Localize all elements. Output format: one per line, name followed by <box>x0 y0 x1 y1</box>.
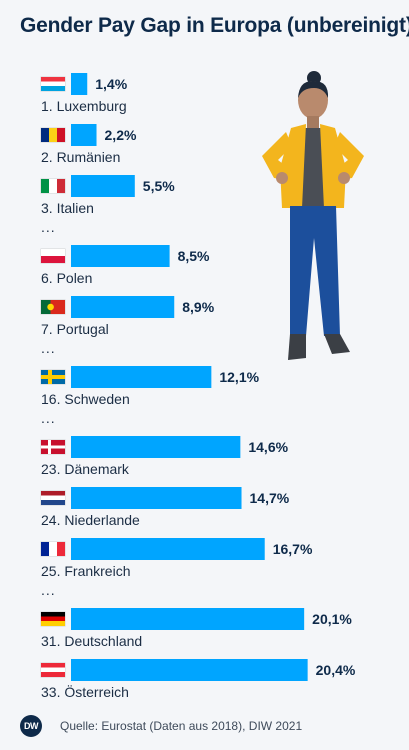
value-label: 20,1% <box>312 611 352 627</box>
portugal-flag-icon <box>41 300 65 314</box>
ellipsis: ... <box>41 219 56 235</box>
value-label: 5,5% <box>142 178 175 194</box>
value-label: 14,7% <box>249 490 290 506</box>
category-label: 23. Dänemark <box>41 461 129 477</box>
austria-flag-icon <box>41 663 65 677</box>
footer: DW Quelle: Eurostat (Daten aus 2018), DI… <box>20 714 302 738</box>
sweden-flag-icon <box>41 370 65 384</box>
category-label: 25. Frankreich <box>41 563 131 579</box>
ellipsis: ... <box>41 582 56 598</box>
ellipsis: ... <box>41 340 56 356</box>
luxembourg-flag-icon <box>41 77 65 91</box>
bar-1 <box>71 124 97 146</box>
italy-flag-icon <box>41 179 65 193</box>
ellipsis: ... <box>41 410 56 426</box>
bar-8 <box>71 538 265 560</box>
bar-9 <box>71 608 305 630</box>
category-label: 7. Portugal <box>41 321 109 337</box>
value-label: 8,5% <box>177 248 210 264</box>
category-label: 2. Rumänien <box>41 149 121 165</box>
bar-0 <box>71 73 88 95</box>
source-note: Quelle: Eurostat (Daten aus 2018), DIW 2… <box>60 719 303 733</box>
woman-hands-on-hips-illustration <box>262 71 364 360</box>
category-label: 31. Deutschland <box>41 633 143 649</box>
bar-10 <box>71 659 308 681</box>
value-label: 14,6% <box>248 439 289 455</box>
bar-4 <box>71 296 175 318</box>
bar-7 <box>71 487 242 509</box>
france-flag-icon <box>41 542 65 556</box>
romania-flag-icon <box>41 128 65 142</box>
value-label: 2,2% <box>104 127 137 143</box>
value-label: 12,1% <box>219 369 260 385</box>
category-label: 24. Niederlande <box>41 512 140 528</box>
dw-logo: DW <box>20 715 42 737</box>
value-label: 1,4% <box>95 76 128 92</box>
bar-3 <box>71 245 170 267</box>
value-label: 16,7% <box>272 541 313 557</box>
category-label: 33. Österreich <box>41 684 129 700</box>
denmark-flag-icon <box>41 440 65 454</box>
category-label: 16. Schweden <box>41 391 130 407</box>
bar-5 <box>71 366 212 388</box>
bar-6 <box>71 436 241 458</box>
category-label: 1. Luxemburg <box>41 98 127 114</box>
netherlands-flag-icon <box>41 491 65 505</box>
bar-2 <box>71 175 135 197</box>
value-label: 20,4% <box>315 662 356 678</box>
germany-flag-icon <box>41 612 65 626</box>
category-label: 6. Polen <box>41 270 93 286</box>
value-label: 8,9% <box>182 299 215 315</box>
poland-flag-icon <box>41 249 65 263</box>
category-label: 3. Italien <box>41 200 94 216</box>
chart-title: Gender Pay Gap in Europa (unbereinigt) <box>20 14 409 37</box>
